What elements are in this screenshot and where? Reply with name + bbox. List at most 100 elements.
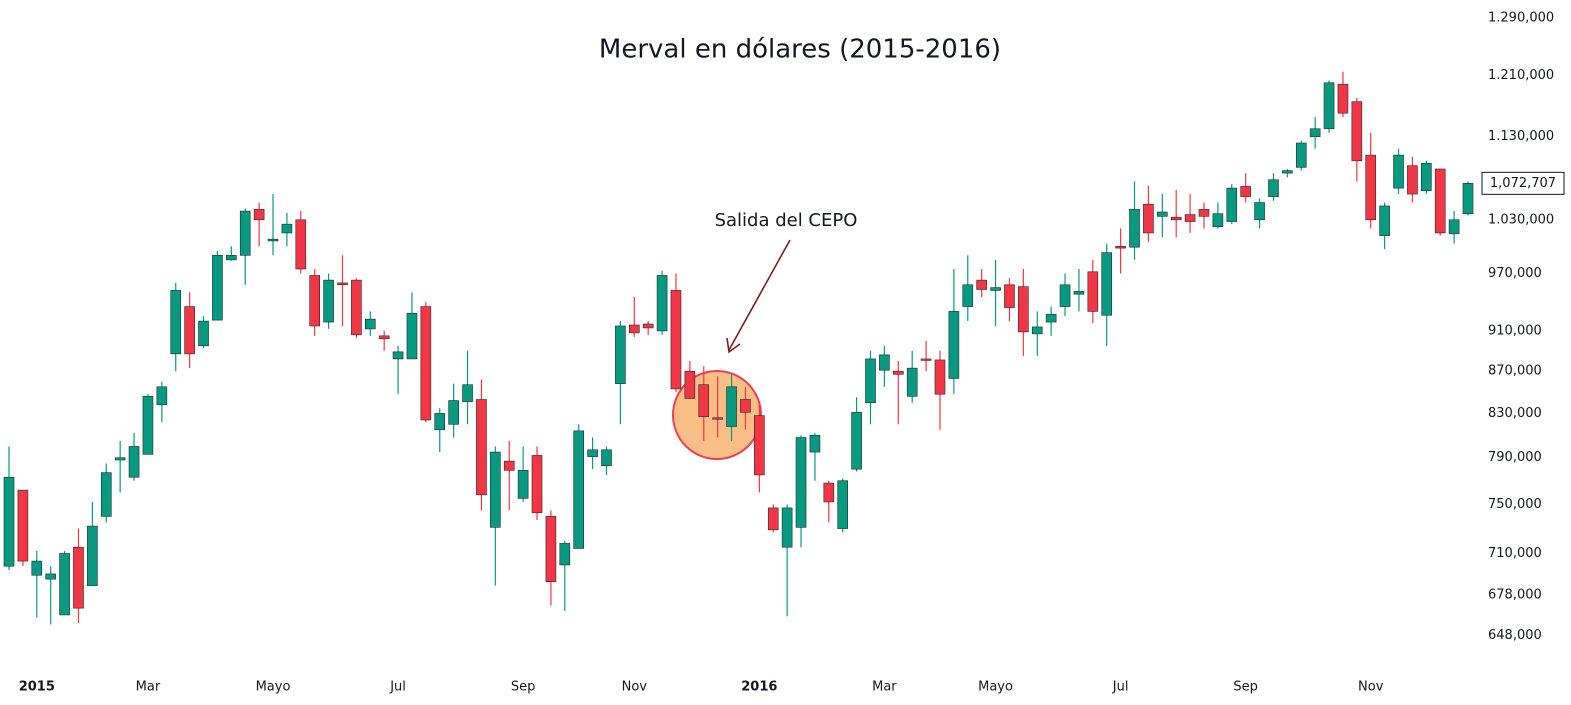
candle-body (378, 335, 390, 340)
candle-body (1143, 203, 1154, 234)
candle-body (3, 476, 15, 567)
candle-body (976, 279, 987, 290)
candle-body (865, 358, 876, 403)
candle-body (490, 451, 501, 528)
candle-body (670, 290, 682, 390)
candle-body (1073, 291, 1085, 295)
candle-body (559, 543, 571, 566)
candle-body (323, 279, 334, 323)
candle-body (948, 311, 960, 379)
candle-body (17, 489, 29, 562)
y-tick-label: 648,000 (1488, 628, 1542, 643)
candle-body (351, 279, 362, 336)
x-tick-label: Mayo (978, 680, 1013, 695)
candle-body (1031, 326, 1043, 335)
candle-body (990, 287, 1001, 291)
candle-body (392, 351, 404, 360)
candle-body (1157, 211, 1168, 217)
candle-body (100, 472, 112, 517)
candle-body (934, 359, 946, 395)
candle-body (87, 525, 98, 586)
candle-body (45, 573, 56, 580)
candle-body (795, 437, 807, 528)
candle-body (420, 306, 432, 421)
candle-body (628, 324, 640, 334)
y-tick-label: 790,000 (1488, 450, 1542, 465)
candle-body (476, 399, 487, 496)
candle-body (615, 325, 626, 384)
chart-title: Merval en dólares (2015-2016) (599, 35, 1001, 65)
candle-body (781, 507, 793, 548)
x-tick-label: Sep (1233, 680, 1258, 695)
candle-body (448, 400, 459, 425)
x-tick-label: Mar (136, 680, 161, 695)
candle-body (1323, 82, 1335, 130)
y-tick-label: 710,000 (1488, 546, 1542, 561)
candle-body (142, 395, 154, 455)
candle-body (1240, 186, 1251, 197)
candle-body (156, 386, 168, 406)
candle-body (281, 223, 293, 234)
y-tick-label: 830,000 (1488, 406, 1542, 421)
candle-body (1045, 313, 1057, 323)
candle-body (1170, 216, 1182, 221)
candle-body (1351, 101, 1363, 162)
annotation-text: Salida del CEPO (715, 210, 858, 231)
price-marker-label: 1,072,707 (1490, 176, 1556, 191)
y-tick-label: 970,000 (1488, 266, 1542, 281)
x-tick-label: Jul (1112, 680, 1129, 695)
candle-body (1254, 202, 1265, 221)
price-marker-box (1481, 171, 1565, 195)
x-tick-label: 2015 (19, 680, 55, 695)
candle-body (114, 457, 126, 461)
candle-body (503, 460, 515, 471)
candle-body (920, 358, 932, 361)
candle-body (1101, 252, 1113, 316)
candle-body (1337, 83, 1349, 114)
x-tick-label: Mar (872, 680, 897, 695)
candle-body (1268, 179, 1279, 197)
candle-body (1198, 209, 1210, 217)
candle-body (462, 384, 473, 402)
candle-body (823, 482, 835, 503)
candle-body (906, 367, 918, 397)
candle-body (31, 560, 43, 576)
candle-body (712, 417, 723, 420)
candle-body (1018, 286, 1029, 333)
y-tick-label: 678,000 (1488, 587, 1542, 602)
candle-body (642, 323, 654, 329)
candle-body (892, 370, 904, 375)
candle-body (726, 386, 737, 427)
candle-body (1226, 187, 1238, 222)
candle-body (1407, 165, 1418, 195)
candle-body (1393, 154, 1404, 189)
y-tick-label: 1.030,000 (1488, 212, 1554, 227)
candle-body (1448, 219, 1460, 235)
candle-body (434, 413, 446, 431)
x-tick-label: Mayo (256, 680, 291, 695)
candle-body (1184, 214, 1196, 222)
candle-body (128, 446, 140, 478)
candle-body (573, 430, 585, 549)
candle-body (1309, 128, 1321, 137)
candle-body (879, 354, 890, 371)
x-tick-label: Nov (622, 680, 648, 695)
candle-body (212, 255, 223, 321)
candle-body (253, 209, 265, 221)
candle-body (364, 318, 376, 330)
y-tick-label: 1.290,000 (1488, 10, 1554, 25)
candle-body (1379, 205, 1390, 236)
candle-body (239, 210, 251, 256)
candle-body (1212, 213, 1224, 228)
candle-body (531, 455, 543, 514)
candle-body (1115, 245, 1126, 249)
candle-body (837, 480, 849, 529)
y-tick-label: 750,000 (1488, 497, 1542, 512)
candle-body (406, 313, 418, 360)
candle-body (754, 415, 765, 476)
candle-body (1295, 142, 1307, 168)
candle-body (851, 412, 862, 470)
candle-body (1421, 162, 1432, 191)
candle-body (587, 449, 598, 457)
